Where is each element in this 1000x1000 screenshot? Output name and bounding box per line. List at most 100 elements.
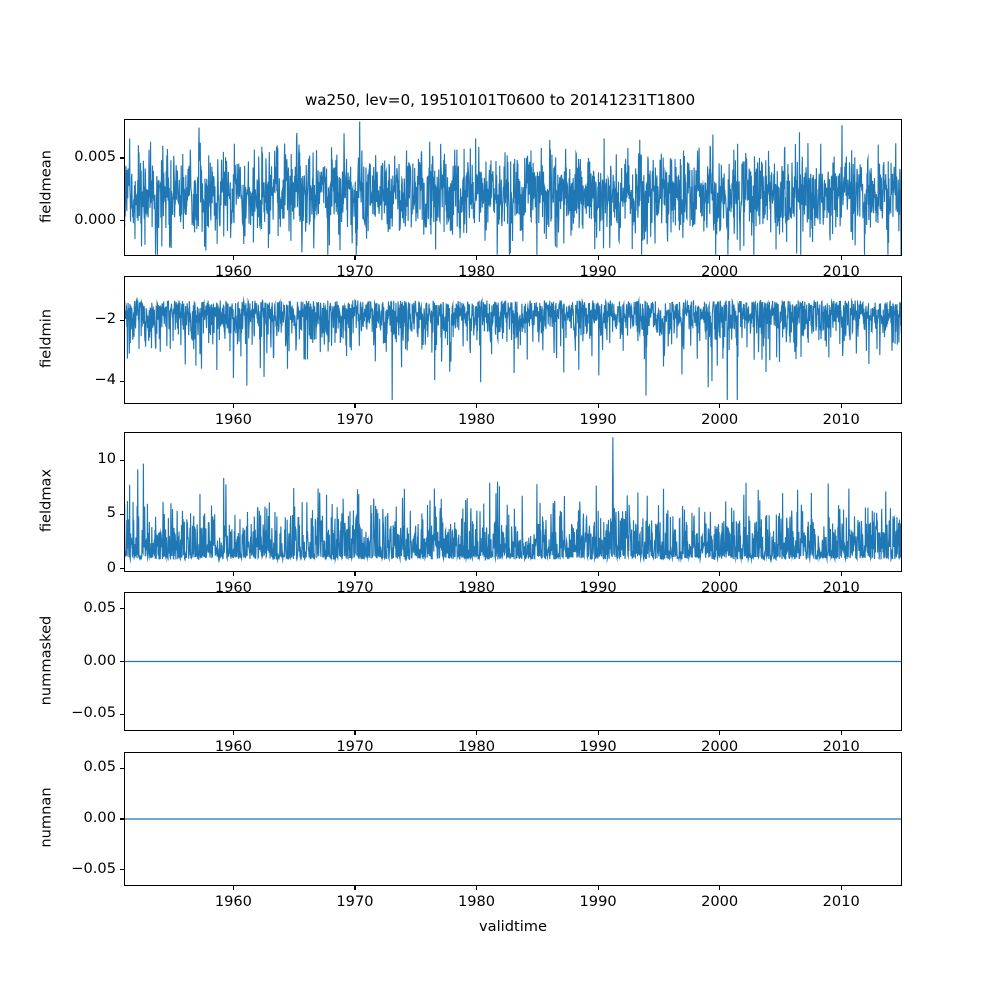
x-tick-label: 1970 bbox=[336, 738, 374, 755]
y-tick-label: 5 bbox=[106, 504, 116, 522]
plot-line-fieldmin bbox=[124, 276, 902, 404]
y-tick-mark bbox=[120, 869, 124, 871]
x-tick-label: 1970 bbox=[336, 579, 374, 596]
y-tick-label: 0.00 bbox=[83, 809, 117, 826]
plot-line-fieldmax bbox=[124, 432, 902, 572]
x-tick-mark bbox=[232, 404, 234, 408]
x-tick-label: 1980 bbox=[457, 893, 496, 910]
x-tick-label: 1960 bbox=[214, 411, 252, 428]
x-tick-mark bbox=[719, 572, 721, 576]
y-tick-label: −2 bbox=[94, 310, 116, 328]
x-tick-label: 1980 bbox=[457, 263, 496, 280]
x-tick-label: 1990 bbox=[579, 263, 617, 280]
x-tick-mark bbox=[354, 256, 356, 260]
x-tick-mark bbox=[597, 731, 599, 735]
y-tick-mark bbox=[120, 319, 124, 321]
x-tick-mark bbox=[719, 256, 721, 260]
x-tick-label: 2000 bbox=[701, 738, 739, 755]
x-tick-label: 2000 bbox=[701, 263, 739, 280]
x-tick-label: 1980 bbox=[457, 738, 496, 755]
y-tick-label: 0.00 bbox=[83, 651, 117, 669]
x-tick-mark bbox=[475, 404, 478, 408]
x-tick-mark bbox=[719, 886, 721, 890]
y-tick-mark bbox=[120, 818, 124, 820]
x-tick-label: 2010 bbox=[822, 579, 860, 596]
y-tick-label: −4 bbox=[94, 371, 116, 389]
subplot-numnan bbox=[124, 752, 902, 886]
plot-line-numnan bbox=[124, 752, 902, 886]
x-tick-mark bbox=[354, 731, 356, 735]
x-axis-label: validtime bbox=[479, 918, 547, 935]
x-tick-mark bbox=[840, 572, 842, 576]
x-tick-mark bbox=[840, 256, 842, 260]
plot-line-fieldmean bbox=[124, 119, 902, 256]
x-tick-mark bbox=[232, 886, 234, 890]
y-tick-label: 0.000 bbox=[74, 210, 116, 228]
y-tick-mark bbox=[120, 380, 124, 382]
x-tick-label: 2000 bbox=[701, 579, 739, 596]
x-tick-label: 1960 bbox=[214, 738, 252, 755]
x-tick-mark bbox=[840, 404, 842, 408]
x-tick-mark bbox=[232, 572, 234, 576]
x-tick-label: 1980 bbox=[457, 411, 496, 428]
x-tick-mark bbox=[354, 404, 356, 408]
y-axis-label-numnan: numnan bbox=[37, 787, 55, 848]
subplot-fieldmax bbox=[124, 432, 902, 572]
x-tick-mark bbox=[354, 886, 356, 890]
x-tick-label: 1960 bbox=[214, 579, 252, 596]
y-tick-label: −0.05 bbox=[71, 704, 116, 722]
x-tick-label: 2010 bbox=[822, 738, 860, 755]
y-axis-label-nummasked: nummasked bbox=[37, 615, 55, 705]
x-tick-label: 1960 bbox=[214, 263, 252, 280]
x-tick-label: 1990 bbox=[579, 893, 617, 910]
x-tick-label: 1990 bbox=[579, 579, 617, 596]
x-tick-mark bbox=[597, 886, 599, 890]
x-tick-label: 2010 bbox=[822, 893, 860, 910]
x-tick-mark bbox=[354, 572, 356, 576]
x-tick-mark bbox=[475, 731, 478, 735]
y-tick-label: 0 bbox=[106, 558, 116, 576]
y-tick-mark bbox=[120, 513, 124, 516]
y-tick-mark bbox=[120, 459, 124, 461]
x-tick-label: 2010 bbox=[822, 411, 860, 428]
x-tick-label: 1970 bbox=[336, 411, 374, 428]
y-tick-label: 0.05 bbox=[83, 598, 117, 616]
figure-title: wa250, lev=0, 19510101T0600 to 20141231T… bbox=[304, 91, 696, 109]
subplot-nummasked bbox=[124, 592, 902, 731]
subplot-fieldmin bbox=[124, 276, 902, 404]
y-tick-mark bbox=[120, 608, 124, 610]
x-tick-mark bbox=[597, 256, 599, 260]
y-tick-label: 0.05 bbox=[83, 758, 117, 776]
x-tick-label: 2010 bbox=[822, 263, 860, 280]
y-axis-label-fieldmax: fieldmax bbox=[37, 468, 55, 533]
x-tick-label: 1970 bbox=[336, 893, 374, 910]
x-tick-mark bbox=[719, 404, 721, 408]
x-tick-label: 1980 bbox=[457, 579, 496, 596]
y-tick-mark bbox=[120, 220, 124, 222]
y-tick-mark bbox=[120, 568, 124, 570]
y-axis-label-fieldmin: fieldmin bbox=[37, 309, 55, 369]
x-tick-mark bbox=[719, 731, 721, 735]
x-tick-mark bbox=[232, 256, 234, 260]
plot-line-nummasked bbox=[124, 592, 902, 731]
y-tick-label: −0.05 bbox=[71, 859, 116, 877]
x-tick-label: 2000 bbox=[701, 411, 739, 428]
x-tick-label: 1990 bbox=[579, 411, 617, 428]
y-tick-label: 10 bbox=[97, 450, 116, 468]
x-tick-mark bbox=[232, 731, 234, 735]
x-tick-mark bbox=[840, 731, 842, 735]
x-tick-mark bbox=[597, 404, 599, 408]
x-tick-label: 1990 bbox=[579, 738, 617, 755]
x-tick-mark bbox=[475, 572, 478, 576]
x-tick-mark bbox=[597, 572, 599, 576]
x-tick-mark bbox=[840, 886, 842, 890]
y-tick-mark bbox=[120, 157, 124, 159]
y-tick-label: 0.005 bbox=[74, 147, 116, 165]
x-tick-mark bbox=[475, 256, 478, 260]
x-tick-mark bbox=[475, 886, 478, 890]
x-tick-label: 1960 bbox=[214, 893, 252, 910]
y-tick-mark bbox=[120, 713, 124, 715]
x-tick-label: 2000 bbox=[701, 893, 739, 910]
y-tick-mark bbox=[120, 660, 124, 663]
